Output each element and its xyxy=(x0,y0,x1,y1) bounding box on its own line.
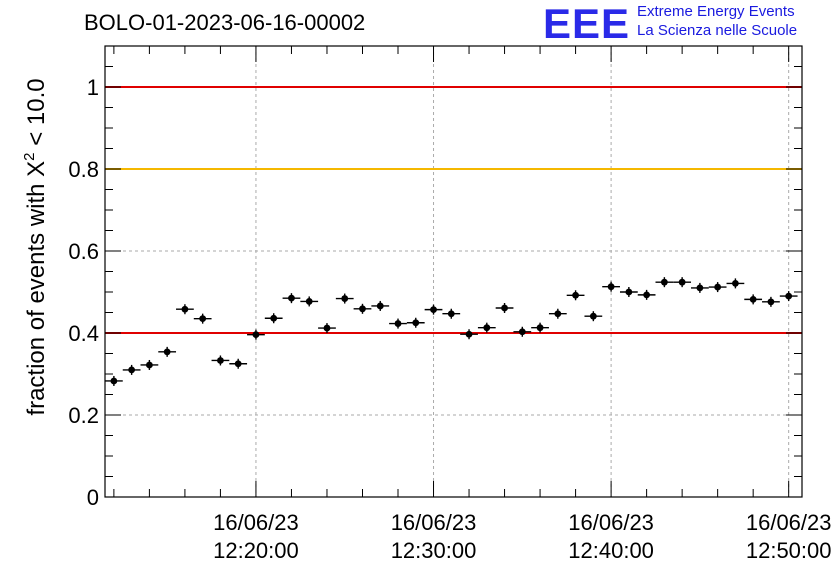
y-tick-label: 0.4 xyxy=(68,321,99,346)
data-point xyxy=(181,305,189,313)
x-tick-label-time: 12:40:00 xyxy=(568,538,654,563)
x-tick-label-date: 16/06/23 xyxy=(568,510,654,535)
data-point xyxy=(589,312,597,320)
y-axis-label: fraction of events with X2 < 10.0 xyxy=(21,78,50,415)
data-point xyxy=(732,279,739,287)
x-tick-labels: 16/06/23 12:20:00 16/06/23 12:30:00 16/06/23… xyxy=(213,510,831,563)
x-tick-label-time: 12:20:00 xyxy=(213,538,299,563)
data-point xyxy=(501,304,508,312)
data-point xyxy=(767,298,775,306)
data-point xyxy=(323,324,331,332)
logo-caption: Extreme Energy Events La Scienza nelle S… xyxy=(637,2,797,40)
plot-frame xyxy=(104,45,803,498)
data-point xyxy=(128,366,136,374)
data-point xyxy=(643,291,651,299)
data-point xyxy=(536,324,544,332)
data-point xyxy=(288,294,295,302)
x-tick-label-date: 16/06/23 xyxy=(391,510,477,535)
data-point xyxy=(749,295,757,303)
data-point xyxy=(163,348,171,356)
data-point xyxy=(554,310,562,318)
data-points xyxy=(105,277,798,386)
x-tick-label-time: 12:50:00 xyxy=(746,538,832,563)
grid-lines xyxy=(105,46,802,497)
data-point xyxy=(430,306,437,314)
data-point xyxy=(714,283,722,291)
data-point xyxy=(483,324,491,332)
data-point xyxy=(199,315,207,323)
data-point xyxy=(785,292,793,300)
data-point xyxy=(305,298,313,305)
data-point xyxy=(625,288,633,296)
y-tick-label: 1 xyxy=(87,75,99,100)
logo-caption-line2: La Scienza nelle Scuole xyxy=(637,22,798,39)
data-point xyxy=(270,314,278,322)
data-point xyxy=(394,320,402,327)
x-tick-label-time: 12:30:00 xyxy=(391,538,477,563)
data-point xyxy=(412,319,420,327)
x-tick-label-date: 16/06/23 xyxy=(746,510,832,535)
y-tick-label: 0.2 xyxy=(68,403,99,428)
data-point xyxy=(217,357,224,364)
data-point xyxy=(678,278,686,286)
axes xyxy=(104,45,803,498)
data-point xyxy=(696,284,704,292)
logo-caption-line1: Extreme Energy Events xyxy=(637,3,795,20)
data-point xyxy=(607,283,615,291)
y-tick-labels: 0 0.2 0.4 0.6 0.8 1 xyxy=(68,75,99,510)
data-point xyxy=(572,291,579,299)
data-point xyxy=(359,305,366,313)
x-tick-label-date: 16/06/23 xyxy=(213,510,299,535)
data-point xyxy=(465,330,473,338)
data-point xyxy=(145,361,153,369)
y-tick-label: 0.6 xyxy=(68,239,99,264)
y-tick-label: 0 xyxy=(87,485,99,510)
data-point xyxy=(660,278,668,286)
data-point xyxy=(376,302,384,310)
eee-logo: EEE xyxy=(543,0,631,47)
reference-lines xyxy=(105,86,802,334)
data-point xyxy=(447,310,455,318)
data-point xyxy=(252,331,260,339)
data-point xyxy=(341,295,349,302)
data-point xyxy=(518,328,526,336)
data-point xyxy=(110,377,118,385)
chart-title: BOLO-01-2023-06-16-00002 xyxy=(84,10,366,35)
y-tick-label: 0.8 xyxy=(68,157,99,182)
data-point xyxy=(234,360,242,368)
